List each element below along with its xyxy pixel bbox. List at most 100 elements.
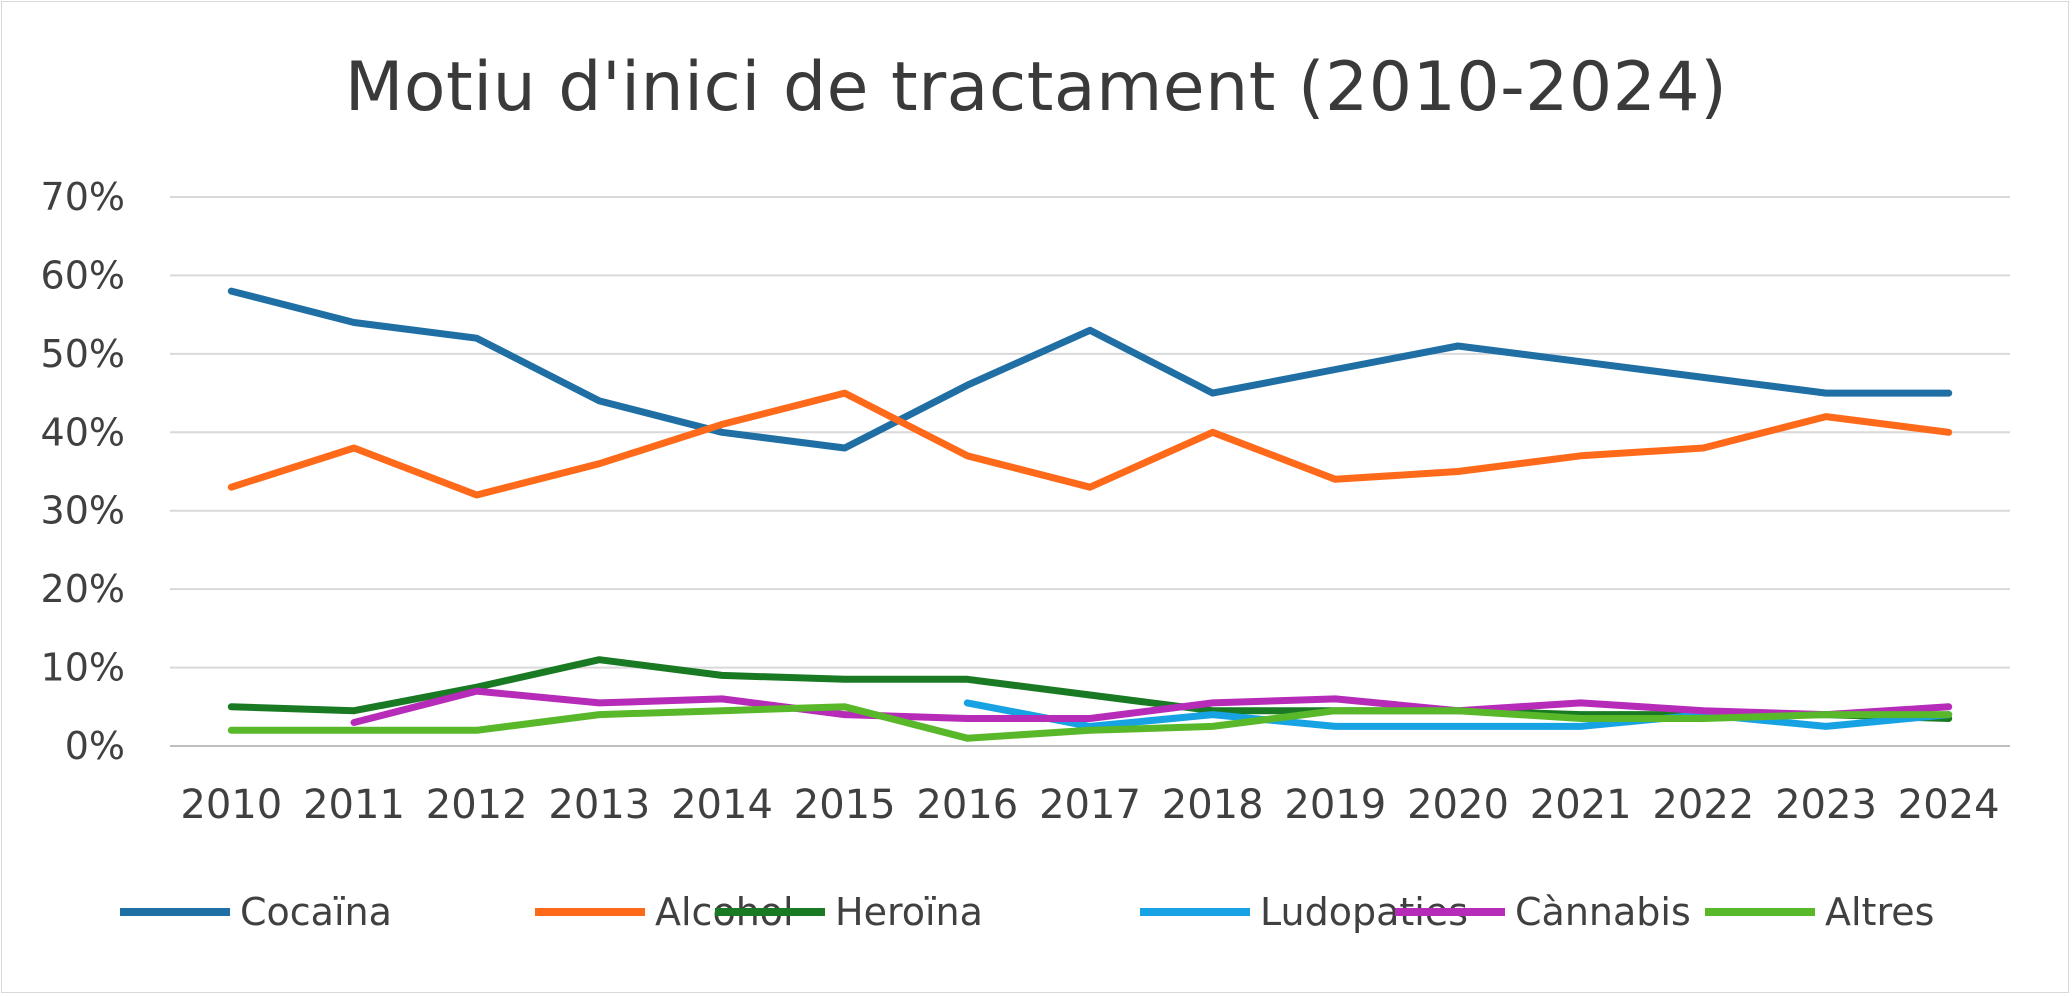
data-point [721,431,723,433]
x-tick-label: 2016 [916,782,1018,828]
chart-title: Motiu d'inici de tractament (2010-2024) [344,48,1728,127]
data-point [1212,431,1214,433]
data-point [721,423,723,425]
data-point [230,706,232,708]
series-line-4 [350,687,1953,726]
data-point [230,290,232,292]
x-tick-label: 2024 [1898,782,2000,828]
data-point [230,729,232,731]
y-tick-label: 0% [65,724,125,768]
series-line-1 [227,389,1953,499]
x-tick-label: 2020 [1407,782,1509,828]
x-tick-label: 2017 [1039,782,1141,828]
data-point [1212,714,1214,716]
data-point [1334,698,1336,700]
data-point [1212,710,1214,712]
data-point [1089,725,1091,727]
data-point [844,392,846,394]
data-point [1089,694,1091,696]
data-point [598,400,600,402]
data-point [1212,392,1214,394]
legend-label: Cocaïna [240,890,392,934]
data-point [1457,345,1459,347]
legend-label: Heroïna [835,890,983,934]
data-point [476,494,478,496]
data-point [598,714,600,716]
data-point [844,678,846,680]
x-tick-label: 2011 [303,782,405,828]
data-point [598,463,600,465]
data-point [1334,710,1336,712]
x-tick-label: 2018 [1162,782,1264,828]
x-tick-label: 2015 [794,782,896,828]
data-point [844,447,846,449]
data-point [476,337,478,339]
data-point [1457,725,1459,727]
legend: Cocaïna Alcohol Heroïna Ludopaties Cànnabis A… [120,890,1934,934]
data-point [1089,729,1091,731]
y-tick-label: 40% [41,410,125,454]
grid-lines [170,196,2010,747]
data-point [598,659,600,661]
series-lines [227,287,1953,742]
data-point [353,721,355,723]
data-point [1948,392,1950,394]
data-point [230,486,232,488]
data-point [353,729,355,731]
data-point [1702,710,1704,712]
data-point [966,384,968,386]
data-point [1948,431,1950,433]
data-point [476,686,478,688]
data-point [1580,702,1582,704]
data-point [1948,706,1950,708]
data-point [1948,714,1950,716]
data-point [966,455,968,457]
data-point [1580,714,1582,716]
x-tick-label: 2023 [1775,782,1877,828]
data-point [1580,725,1582,727]
data-point [476,690,478,692]
data-point [1702,718,1704,720]
data-point [966,718,968,720]
data-point [476,729,478,731]
data-point [966,702,968,704]
y-tick-label: 50% [41,332,125,376]
data-point [353,321,355,323]
x-tick-label: 2019 [1284,782,1386,828]
x-tick-label: 2022 [1652,782,1754,828]
y-tick-label: 10% [41,646,125,690]
data-point [1334,478,1336,480]
x-axis-ticks: 2010 2011 2012 2013 2014 2015 2016 2017 2018 2019… [180,782,1999,828]
data-point [1580,455,1582,457]
legend-label: Cànnabis [1515,890,1691,934]
data-point [844,706,846,708]
data-point [1212,702,1214,704]
x-tick-label: 2021 [1530,782,1632,828]
data-point [1212,725,1214,727]
data-point [1089,718,1091,720]
data-point [1580,718,1582,720]
y-axis-ticks: 0% 10% 20% 30% 40% 50% 60% 70% [41,175,125,768]
y-tick-label: 60% [41,253,125,297]
data-point [353,710,355,712]
legend-label: Altres [1825,890,1934,934]
data-point [1825,714,1827,716]
data-point [1089,329,1091,331]
data-point [1702,714,1704,716]
data-point [1702,447,1704,449]
data-point [844,714,846,716]
data-point [598,702,600,704]
y-tick-label: 20% [41,567,125,611]
series-line-0 [227,287,1953,452]
data-point [721,710,723,712]
x-tick-label: 2010 [180,782,282,828]
data-point [1457,471,1459,472]
data-point [1825,416,1827,418]
data-point [966,737,968,739]
x-tick-label: 2012 [426,782,528,828]
data-point [1825,392,1827,394]
data-point [966,678,968,680]
data-point [1580,361,1582,363]
